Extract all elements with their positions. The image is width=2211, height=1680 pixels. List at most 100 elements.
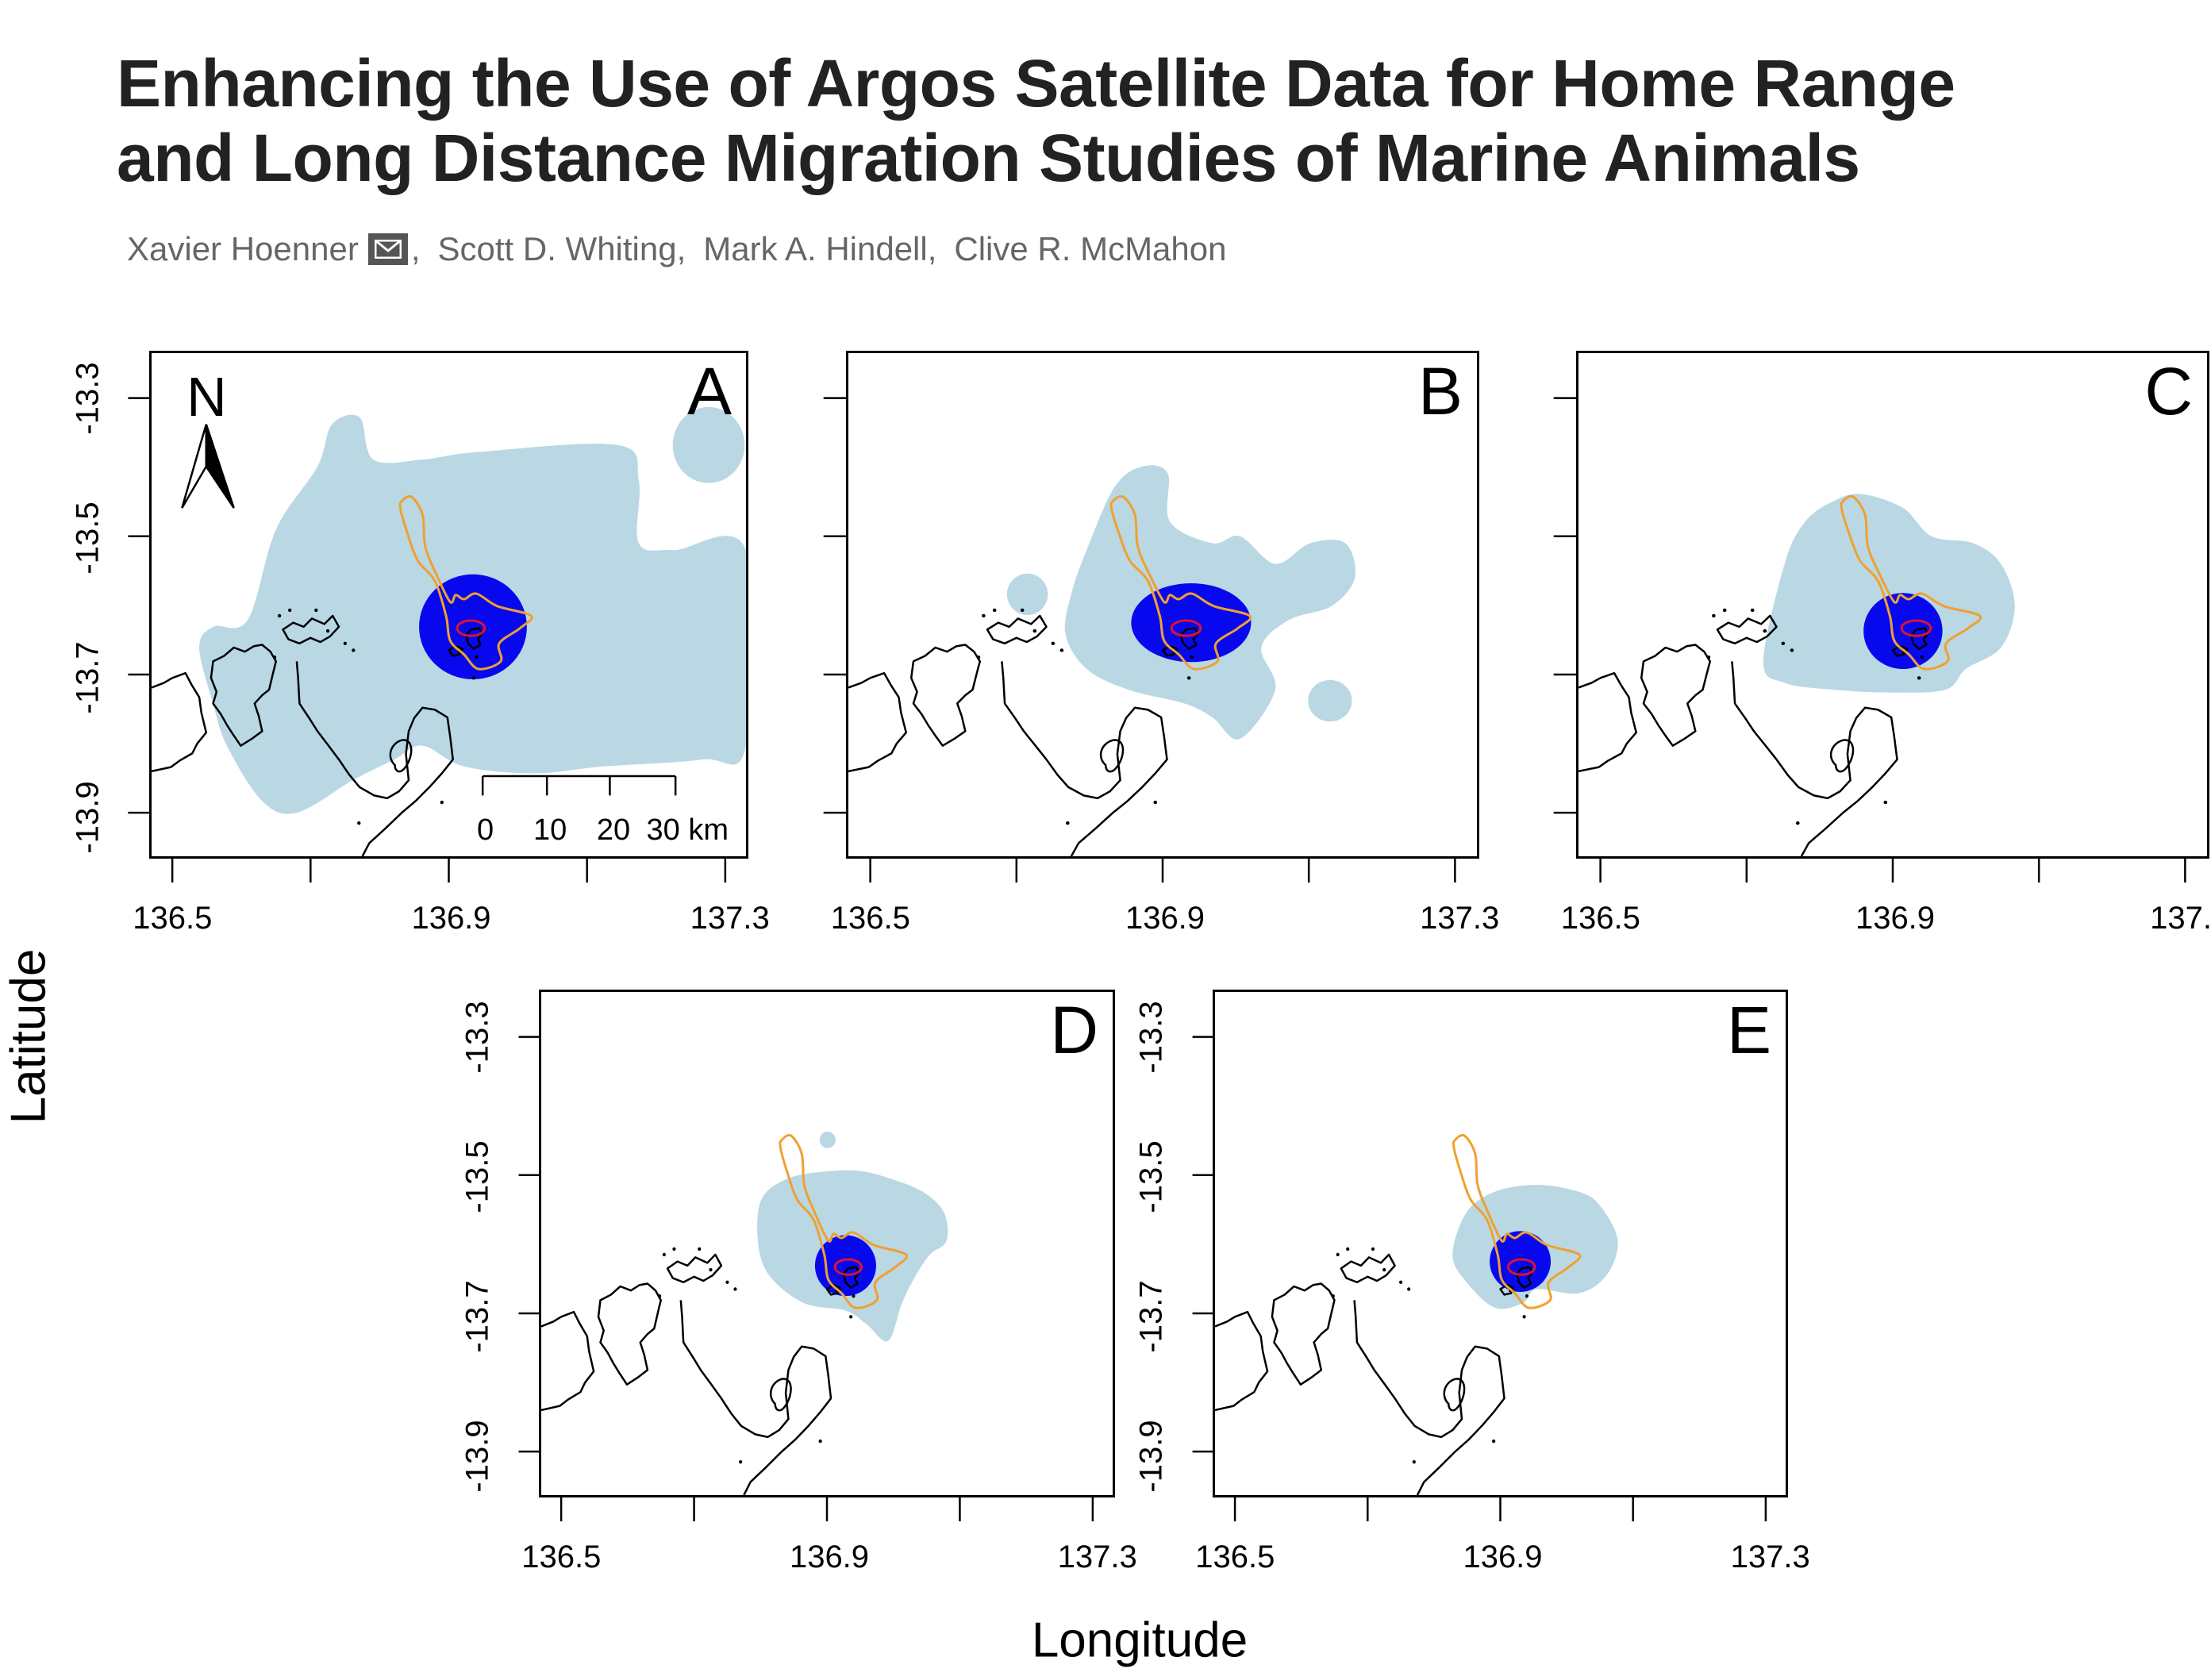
envelope-icon[interactable] [367, 233, 408, 265]
island-dot [1051, 641, 1056, 645]
y-tick-label: -13.5 [70, 502, 106, 575]
scale-bar-label: 0 [476, 813, 494, 848]
red-contour [1901, 621, 1931, 636]
island-dot [1492, 1439, 1496, 1444]
island-dot [475, 655, 479, 659]
island-dot [1781, 641, 1786, 645]
north-label: N [186, 365, 227, 428]
map-canvas [848, 353, 1477, 856]
island-dot [1382, 1267, 1386, 1272]
island-dot [1346, 1247, 1350, 1251]
island-dot [1190, 655, 1194, 659]
island-dot [1790, 648, 1794, 652]
x-tick-label: 137.3 [690, 901, 770, 936]
kde-outer-patch [1308, 679, 1352, 722]
x-tick-label: 136.5 [1195, 1540, 1275, 1574]
island-dot [352, 648, 356, 652]
coastline [541, 1312, 594, 1410]
coastline [1831, 740, 1853, 771]
island-dot [1917, 676, 1921, 680]
map-layers [541, 1131, 948, 1495]
coastline [681, 1300, 831, 1495]
kde-outer-patch [819, 1131, 836, 1148]
island-dot [1065, 821, 1070, 825]
x-tick-label: 136.5 [1560, 901, 1640, 936]
coastline [1272, 1284, 1335, 1385]
map-canvas [541, 992, 1113, 1495]
x-tick-label: 137.3 [1730, 1540, 1810, 1574]
coastline [211, 645, 276, 746]
author-link[interactable]: Xavier Hoenner [127, 230, 359, 267]
island-dot [1371, 1247, 1375, 1251]
map-layers [1578, 494, 2015, 856]
map-panel-e: 136.5 136.9 137.3 -13.3 -13.5 -13.7 -13.9 E [1134, 990, 1810, 1574]
map-panel-b: 136.5 136.9 137.3 B [846, 351, 1499, 936]
author-link[interactable]: Mark A. Hindell [703, 230, 928, 267]
panel-label: A [686, 354, 732, 429]
island-dot [314, 608, 318, 613]
title-line-2: and Long Distance Migration Studies of M… [117, 121, 1860, 195]
coastline [667, 1255, 721, 1282]
orange-contour [1841, 496, 1981, 669]
author-separator: , [676, 230, 686, 267]
coastline [1732, 661, 1897, 856]
coastline [848, 673, 906, 771]
coastline [844, 1267, 859, 1288]
y-tick-label: -13.7 [70, 641, 106, 714]
y-axis-title: Latitude [1, 948, 56, 1124]
red-contour [457, 621, 485, 636]
coastline [911, 645, 980, 746]
island-dot [272, 655, 277, 659]
island-dot [1336, 1252, 1340, 1257]
island-dot [471, 676, 476, 680]
coastline [1181, 629, 1198, 649]
island-dot [288, 608, 292, 613]
island-dot [709, 1267, 713, 1272]
x-tick-label: 136.9 [411, 901, 491, 936]
island-dot [1407, 1287, 1411, 1291]
x-tick-label: 136.9 [1855, 901, 1936, 936]
island-dot [982, 613, 986, 618]
x-tick-label: 136.9 [1463, 1540, 1543, 1574]
author-separator: , [410, 230, 421, 267]
kde-outer-patch [1006, 573, 1048, 616]
red-contour [1171, 621, 1201, 636]
coastline [1911, 629, 1928, 649]
author-separator: , [927, 230, 937, 267]
island-dot [1712, 613, 1716, 618]
map-canvas [1215, 992, 1786, 1495]
coastline [1215, 1312, 1267, 1410]
island-dot [1706, 655, 1711, 659]
island-dot [733, 1287, 737, 1291]
coastline [1101, 740, 1123, 771]
coastline [466, 629, 482, 649]
island-dot [277, 613, 282, 618]
island-dot [1331, 1294, 1335, 1298]
author-link[interactable]: Scott D. Whiting [437, 230, 677, 267]
north-arrow-icon [206, 425, 234, 508]
x-tick-label: 136.5 [133, 901, 213, 936]
map-panel-a: 136.5 136.9 137.3 -13.3 -13.5 -13.7 -13.9 A N 0 10… [71, 351, 770, 936]
x-axis-title: Longitude [1031, 1613, 1248, 1668]
panel-label: B [1417, 354, 1463, 429]
island-dot [852, 1294, 856, 1298]
red-contour [1509, 1259, 1535, 1274]
island-dot [1750, 608, 1755, 613]
orange-contour [1111, 496, 1251, 669]
kde-core-range [1131, 583, 1252, 663]
island-dot [1186, 676, 1191, 680]
x-tick-label: 136.9 [1125, 901, 1205, 936]
coastline [283, 616, 339, 644]
author-link[interactable]: Clive R. McMahon [954, 230, 1227, 267]
island-dot [992, 608, 997, 613]
island-dot [1399, 1280, 1403, 1284]
x-tick-label: 136.5 [521, 1540, 602, 1574]
panel-label: E [1726, 993, 1771, 1067]
island-dot [357, 821, 361, 825]
kde-core-range [419, 574, 527, 680]
island-dot [1883, 800, 1888, 805]
coastline [771, 1378, 790, 1410]
y-tick-label: -13.5 [1133, 1140, 1169, 1213]
island-dot [1763, 629, 1767, 633]
